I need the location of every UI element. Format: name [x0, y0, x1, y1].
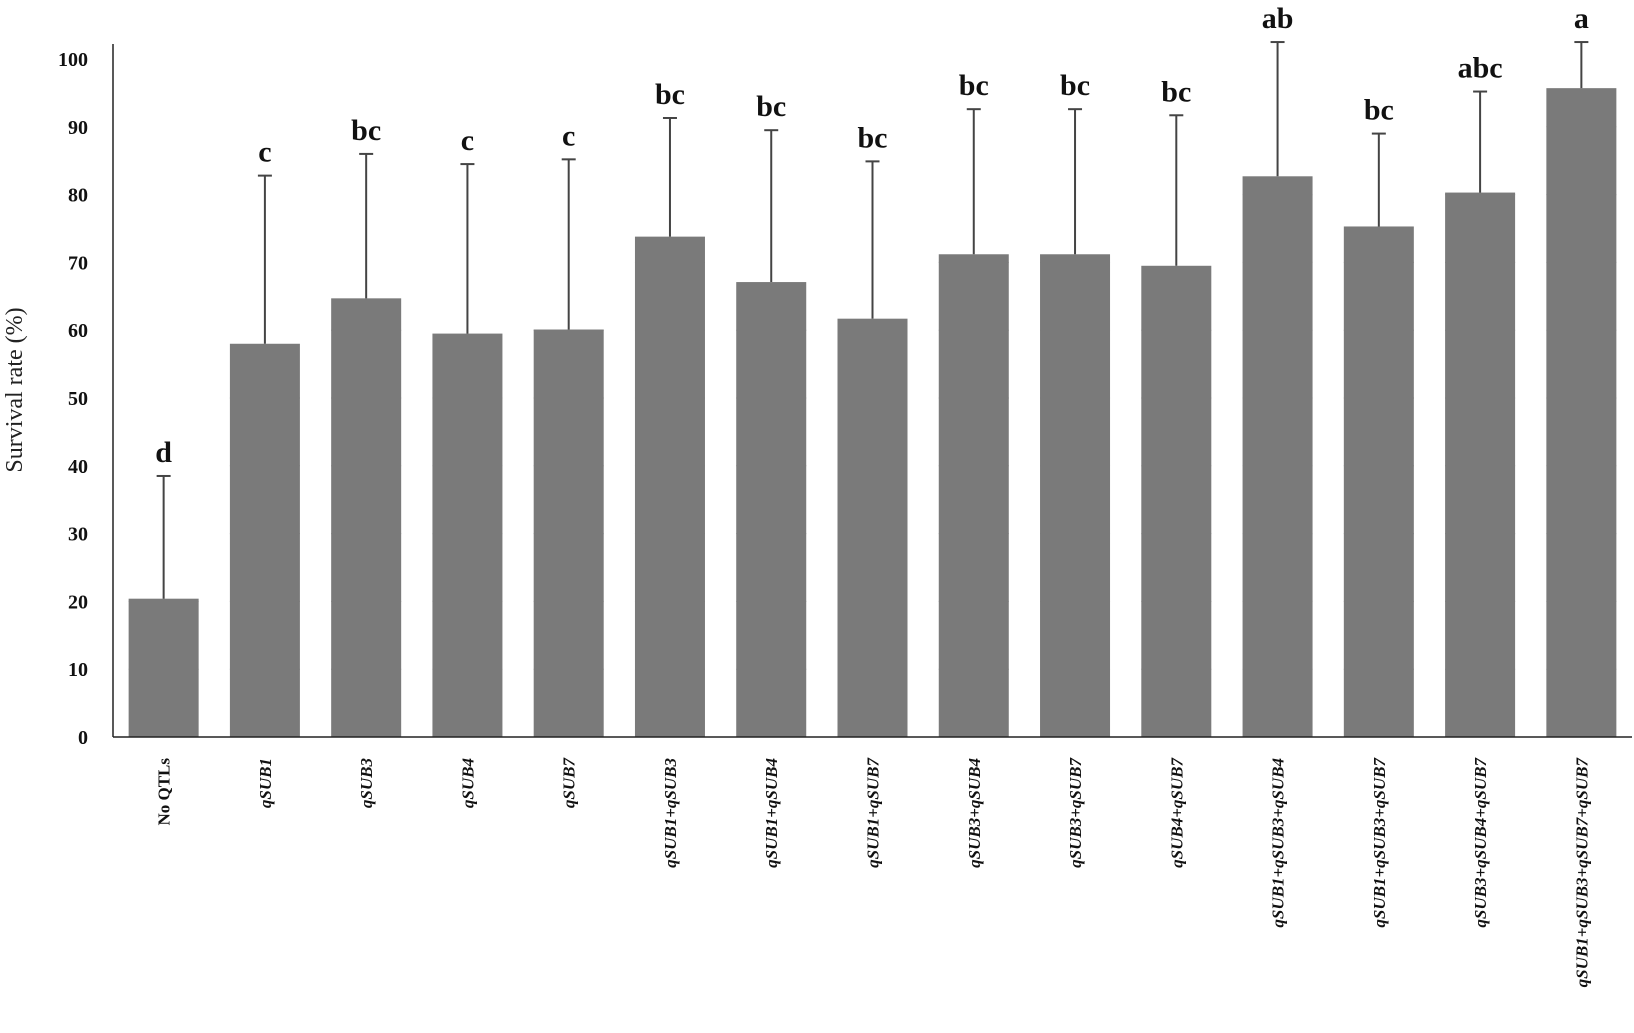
error-bars-group — [156, 41, 1589, 599]
x-category-label: qSUB1+qSUB3+qSUB7+qSUB7 — [1572, 757, 1591, 988]
x-category-label: qSUB3+qSUB4+qSUB7 — [1471, 757, 1490, 928]
y-tick-label: 50 — [68, 388, 88, 410]
bar — [432, 333, 503, 737]
bar — [533, 329, 604, 737]
significance-label: abc — [1458, 52, 1503, 85]
bar — [128, 598, 199, 737]
y-tick-label: 30 — [68, 524, 88, 546]
bar — [229, 343, 300, 737]
significance-label: d — [155, 436, 172, 469]
significance-label: c — [562, 119, 575, 152]
bar — [634, 236, 705, 738]
significance-label: ab — [1262, 2, 1294, 35]
x-category-label: qSUB3+qSUB4 — [965, 758, 984, 868]
y-tick-label: 10 — [68, 659, 88, 681]
bar — [1141, 265, 1212, 737]
significance-label: bc — [959, 69, 989, 102]
x-category-label: qSUB7 — [560, 757, 579, 809]
y-tick-label: 60 — [68, 320, 88, 342]
y-tick-label: 0 — [78, 727, 88, 749]
bar — [331, 298, 402, 737]
y-tick-label: 40 — [68, 456, 88, 478]
bar — [1445, 192, 1516, 738]
significance-label: bc — [351, 114, 381, 147]
significance-label: bc — [655, 78, 685, 111]
significance-label: bc — [1364, 94, 1394, 127]
bars-group — [128, 88, 1617, 738]
significance-labels-group: d c bc c c bc bc bc bc bc bc ab bc abc a — [155, 2, 1589, 469]
y-tick-label: 90 — [68, 117, 88, 139]
y-tick-label: 70 — [68, 252, 88, 274]
x-category-label: qSUB1+qSUB3 — [661, 758, 680, 868]
x-category-label: qSUB1+qSUB3+qSUB7 — [1370, 757, 1389, 928]
x-category-label: No QTLs — [155, 758, 174, 826]
x-category-label: qSUB3 — [357, 758, 376, 809]
y-axis-title: Survival rate (%) — [2, 307, 28, 472]
y-tick-label: 100 — [58, 49, 88, 71]
x-category-label: qSUB1+qSUB3+qSUB4 — [1269, 758, 1288, 928]
bar — [736, 282, 807, 737]
bar — [1546, 88, 1617, 738]
x-category-labels-group: No QTLs qSUB1 qSUB3 qSUB4 qSUB7 qSUB1+qSUB3 qS… — [155, 757, 1592, 988]
significance-label: bc — [1161, 75, 1191, 108]
y-tick-label: 20 — [68, 591, 88, 613]
y-tick-label: 80 — [68, 185, 88, 207]
bar — [1040, 254, 1111, 738]
x-category-label: qSUB1+qSUB7 — [864, 757, 883, 868]
bar — [1343, 226, 1414, 737]
x-category-label: qSUB3+qSUB7 — [1066, 757, 1085, 868]
significance-label: c — [461, 124, 474, 157]
significance-label: bc — [756, 90, 786, 123]
y-tick-labels-group: 0 10 20 30 40 50 60 70 80 90 100 — [58, 49, 88, 749]
x-category-label: qSUB4 — [458, 758, 477, 808]
significance-label: c — [258, 136, 271, 169]
x-category-label: qSUB4+qSUB7 — [1167, 757, 1186, 868]
bar — [1242, 176, 1313, 737]
x-category-label: qSUB1+qSUB4 — [762, 758, 781, 868]
bar — [938, 254, 1009, 738]
significance-label: a — [1574, 2, 1589, 35]
bar — [837, 318, 908, 737]
significance-label: bc — [1060, 69, 1090, 102]
x-category-label: qSUB1 — [256, 758, 275, 808]
significance-label: bc — [858, 121, 888, 154]
